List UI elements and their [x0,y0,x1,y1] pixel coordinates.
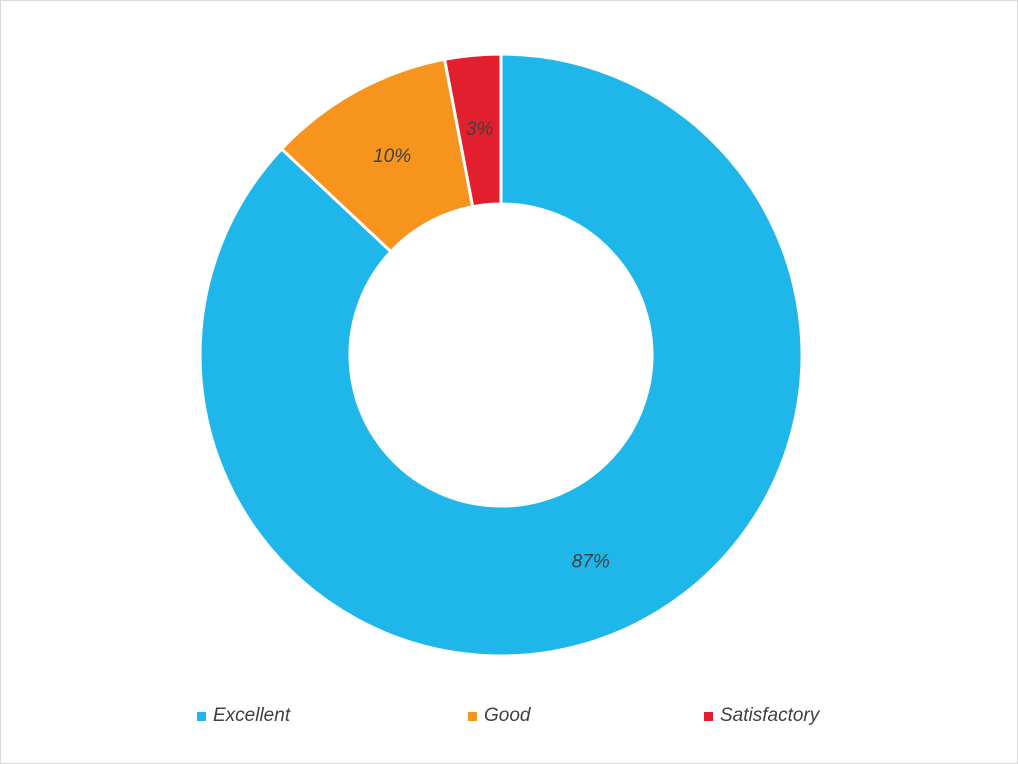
data-label-excellent: 87% [572,551,610,572]
legend-label-satisfactory: Satisfactory [720,705,820,726]
legend-swatch-good [468,711,477,721]
legend-item-good: Good [468,705,530,727]
legend-swatch-satisfactory [704,711,713,721]
donut-data-labels: 87% 10% 3% [373,119,610,572]
data-label-satisfactory: 3% [466,119,494,140]
legend-label-good: Good [484,705,531,726]
legend-item-satisfactory: Satisfactory [704,705,819,727]
legend-item-excellent: Excellent [197,705,290,727]
donut-slices [198,52,804,658]
donut-slice-excellent [198,52,804,658]
donut-slice-satisfactory [442,52,503,209]
legend: Excellent Good Satisfactory [1,705,1017,733]
legend-label-excellent: Excellent [213,705,291,726]
legend-swatch-excellent [197,711,206,721]
data-label-good: 10% [373,146,411,167]
